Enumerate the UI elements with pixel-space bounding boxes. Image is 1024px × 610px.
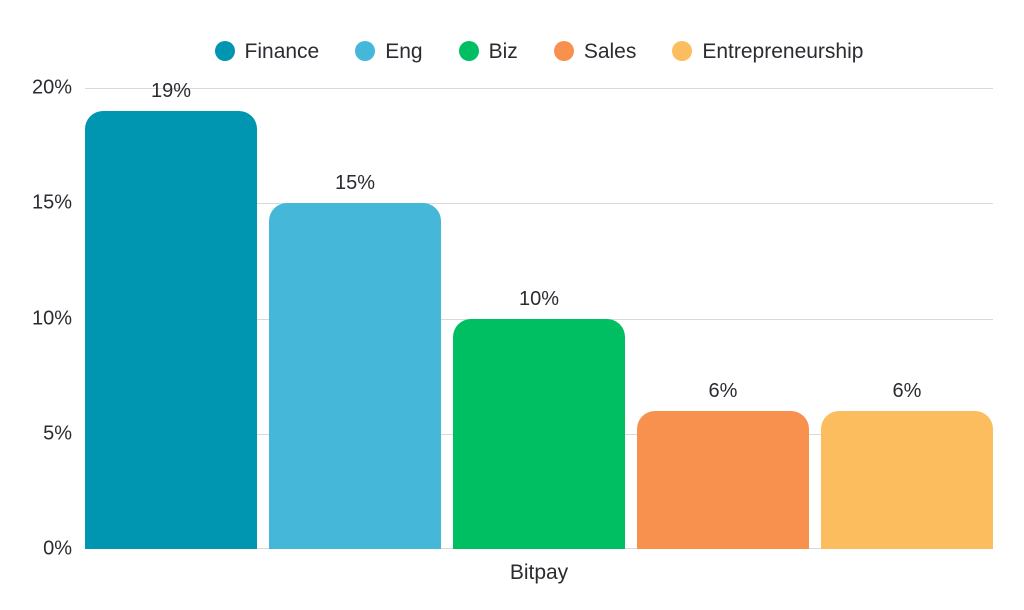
legend-label: Entrepreneurship xyxy=(702,39,864,63)
chart-legend: Finance Eng Biz Sales Entrepreneurship xyxy=(85,36,993,66)
legend-label: Eng xyxy=(385,39,423,63)
bar-finance: 19% xyxy=(85,81,257,549)
y-tick-label-15: 15% xyxy=(31,191,72,214)
x-axis-label: Bitpay xyxy=(509,561,569,584)
legend-item-entrepreneurship: Entrepreneurship xyxy=(672,41,863,62)
legend-dot-icon xyxy=(355,41,376,61)
bar-value-label-eng: 15% xyxy=(334,172,376,195)
legend-dot-icon xyxy=(553,41,574,61)
bar-sales: 6% xyxy=(637,381,809,549)
bar-biz: 10% xyxy=(453,289,625,549)
bar-value-label-entrepreneurship: 6% xyxy=(892,379,922,402)
bar-value-label-sales: 6% xyxy=(708,379,738,402)
y-tick-label-5: 5% xyxy=(43,422,72,445)
bar-value-label-biz: 10% xyxy=(518,287,560,310)
legend-dot-icon xyxy=(214,41,235,61)
legend-label: Biz xyxy=(488,39,518,63)
legend-label: Sales xyxy=(583,39,637,63)
gridline-15 xyxy=(85,203,993,205)
legend-item-sales: Sales xyxy=(553,39,637,63)
legend-dot-icon xyxy=(672,41,693,61)
gridline-20 xyxy=(85,88,993,89)
y-axis: 0% 5% 10% 15% 20% xyxy=(0,77,72,560)
legend-label: Finance xyxy=(244,39,320,63)
legend-item-finance: Finance xyxy=(214,39,320,63)
bar-entrepreneurship: 6% xyxy=(821,381,993,549)
legend-dot-icon xyxy=(458,41,479,61)
y-tick-label-20: 20% xyxy=(31,76,72,99)
y-tick-label-10: 10% xyxy=(31,307,72,329)
legend-item-eng: Eng xyxy=(355,39,423,63)
bar-value-label-finance: 19% xyxy=(150,80,192,103)
y-tick-label-0: 0% xyxy=(43,537,72,560)
legend-item-biz: Biz xyxy=(458,39,518,63)
bar-eng: 15% xyxy=(269,173,441,549)
plot-area: 19% 15% 10% 6% 6% xyxy=(85,81,993,549)
